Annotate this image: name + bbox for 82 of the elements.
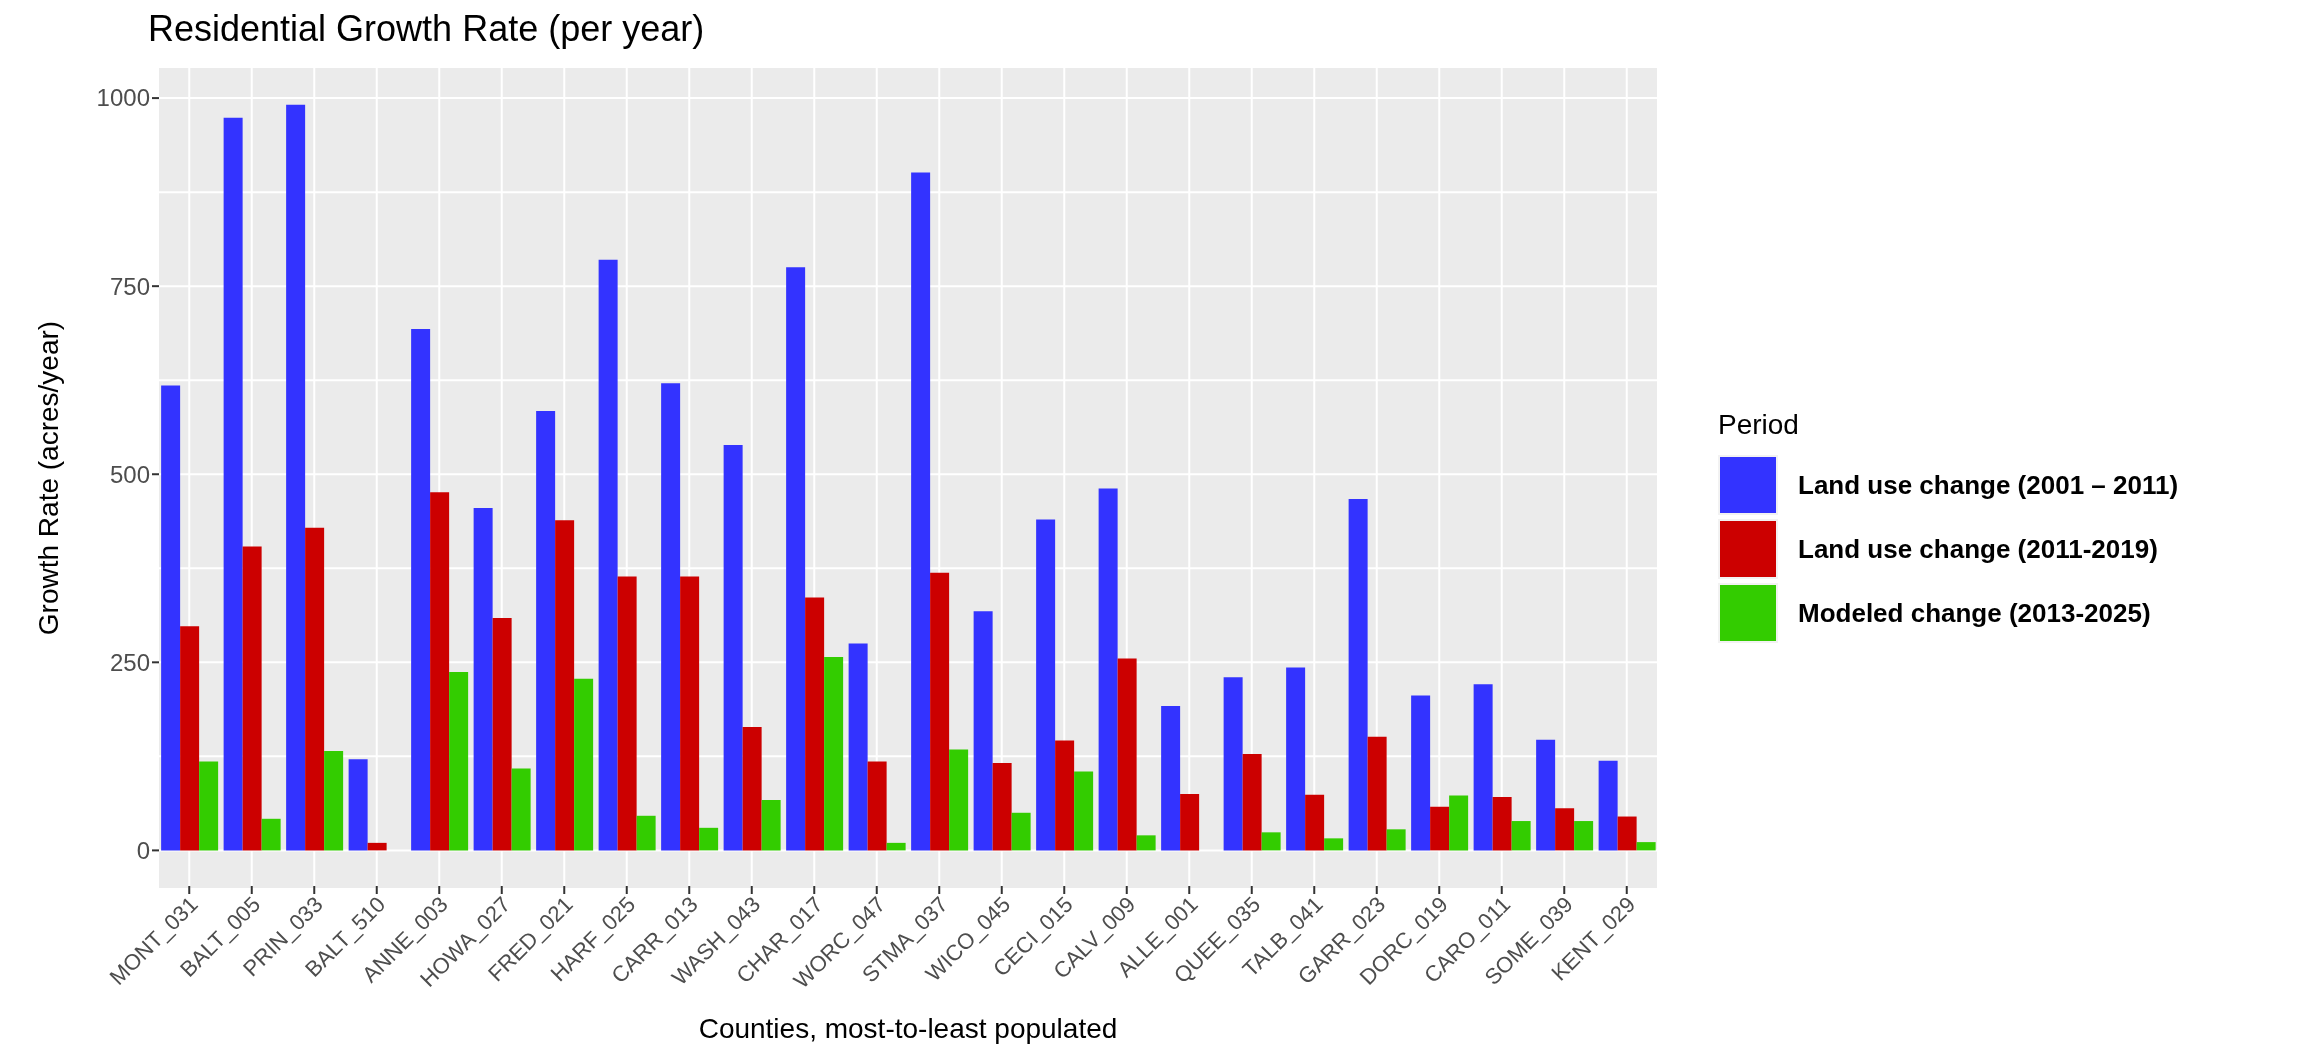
chart-title: Residential Growth Rate (per year) (148, 8, 705, 50)
bar (911, 172, 931, 851)
bar (1555, 808, 1575, 851)
bar (242, 546, 262, 851)
bar (1617, 816, 1637, 851)
bar (1136, 835, 1156, 851)
bar (824, 657, 844, 851)
bar (473, 508, 493, 851)
y-tick-label: 500 (109, 460, 150, 488)
bar (324, 751, 344, 851)
bar (1261, 832, 1281, 851)
bar (867, 761, 887, 851)
bar (161, 385, 181, 851)
bar (742, 727, 762, 851)
legend-title: Period (1718, 409, 1800, 441)
bar (661, 383, 681, 851)
bar (1324, 838, 1344, 851)
bar (1117, 658, 1137, 851)
bar (199, 761, 219, 851)
legend-label: Modeled change (2013-2025) (1798, 597, 2151, 629)
bar (348, 759, 368, 851)
bar (555, 520, 575, 851)
bar (1036, 519, 1056, 851)
bar (680, 576, 700, 851)
bar (786, 267, 806, 851)
bar (949, 749, 969, 851)
bar (1636, 842, 1656, 851)
bar (1536, 739, 1556, 851)
bar (180, 626, 200, 851)
bar (1449, 795, 1469, 851)
bar (1386, 829, 1406, 851)
bar (1074, 771, 1094, 851)
legend-label: Land use change (2011-2019) (1798, 533, 2158, 565)
bar (367, 842, 387, 851)
y-tick-label: 0 (136, 836, 150, 864)
bar (492, 617, 512, 851)
bar (699, 827, 719, 851)
bar (723, 444, 743, 851)
bar (430, 492, 450, 851)
bar (511, 768, 531, 851)
bar (973, 611, 993, 851)
bar (1492, 796, 1512, 851)
bar (1098, 488, 1118, 851)
bar (1411, 695, 1431, 851)
bar (411, 329, 431, 851)
bar (1473, 684, 1493, 851)
bar (1430, 806, 1450, 851)
bar (930, 572, 950, 851)
bar (449, 672, 469, 851)
y-tick-label: 1000 (96, 84, 150, 112)
bar (761, 799, 781, 851)
bar (1348, 499, 1368, 851)
bar (1598, 760, 1618, 851)
bar (886, 842, 906, 851)
bar (261, 818, 281, 851)
bar (1286, 667, 1306, 851)
bar (598, 259, 618, 851)
bar (1223, 677, 1243, 851)
bar (636, 815, 656, 851)
y-axis-title: Growth Rate (acres/year) (32, 320, 64, 636)
bar (1011, 812, 1031, 851)
bar (1574, 821, 1594, 851)
x-axis-title: Counties, most-to-least populated (698, 1013, 1118, 1044)
y-tick-label: 250 (109, 648, 150, 676)
bar (1305, 794, 1325, 851)
bar (992, 763, 1012, 851)
bar (305, 527, 325, 851)
bar (848, 643, 868, 851)
bar (1242, 754, 1262, 851)
bar (1367, 736, 1387, 851)
bar (536, 411, 556, 851)
bar (1180, 793, 1200, 851)
bar (286, 104, 306, 851)
bar (1161, 705, 1181, 851)
bar (617, 576, 637, 851)
bar (223, 117, 243, 851)
bar (1511, 821, 1531, 851)
legend-label: Land use change (2001 – 2011) (1798, 469, 2179, 501)
bar (1055, 740, 1075, 851)
bar (805, 597, 825, 851)
y-tick-label: 750 (109, 272, 150, 300)
bar (574, 678, 594, 851)
